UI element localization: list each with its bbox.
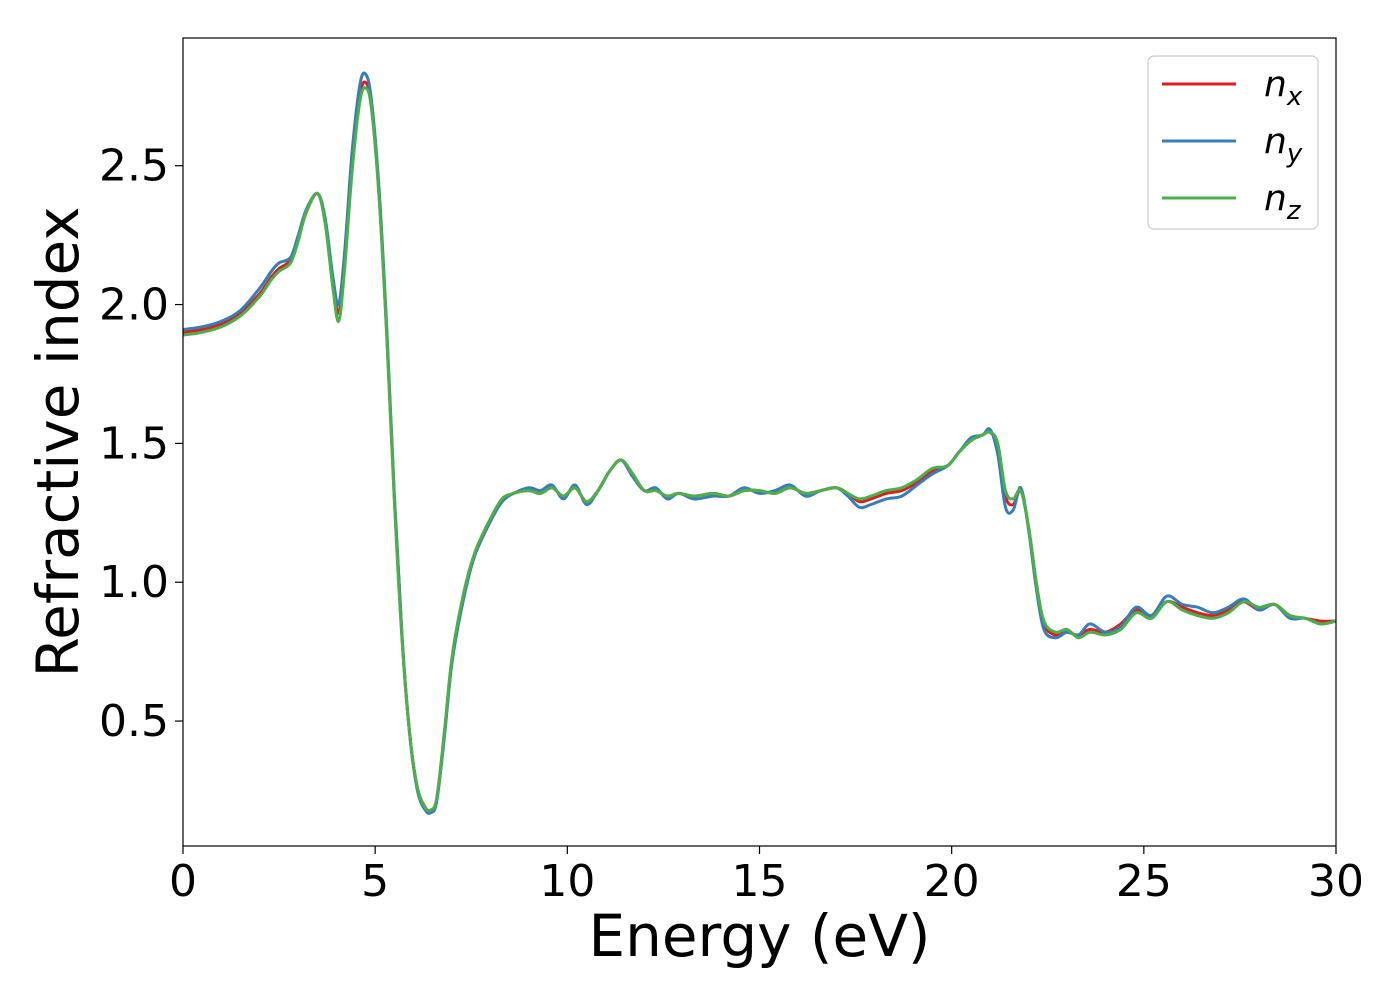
legend-entry-y: ny <box>1264 121 1303 169</box>
y-tick-label: 2.5 <box>99 141 169 192</box>
legend-entry-subscript: y <box>1286 139 1303 169</box>
series-layer <box>183 71 1336 815</box>
legend-entry-name: n <box>1264 121 1287 162</box>
legend-entry-name: n <box>1264 178 1287 219</box>
legend-entry-x: nx <box>1264 64 1303 112</box>
legend-entry-z: nz <box>1264 178 1302 226</box>
y-tick-label: 0.5 <box>99 696 169 747</box>
x-axis-label: Energy (eV) <box>588 902 930 970</box>
y-tick-label: 1.5 <box>99 418 169 469</box>
x-tick-label: 30 <box>1308 856 1364 907</box>
x-tick-label: 25 <box>1116 856 1172 907</box>
x-axis-ticks: 0 5 10 15 20 25 30 <box>169 846 1364 907</box>
x-tick-label: 20 <box>924 856 980 907</box>
x-tick-label: 15 <box>732 856 788 907</box>
x-tick-label: 0 <box>169 856 197 907</box>
series-line-n-y <box>183 71 1336 815</box>
x-tick-label: 5 <box>361 856 389 907</box>
y-tick-label: 1.0 <box>99 557 169 608</box>
x-tick-label: 10 <box>539 856 595 907</box>
y-axis-ticks: 0.5 1.0 1.5 2.0 2.5 <box>99 141 183 747</box>
y-tick-label: 2.0 <box>99 280 169 331</box>
series-line-n-z <box>183 86 1336 813</box>
legend-entry-name: n <box>1264 64 1287 105</box>
legend-entry-subscript: z <box>1286 196 1302 226</box>
legend-entry-subscript: x <box>1286 82 1303 112</box>
y-axis-label: Refractive index <box>24 206 92 677</box>
